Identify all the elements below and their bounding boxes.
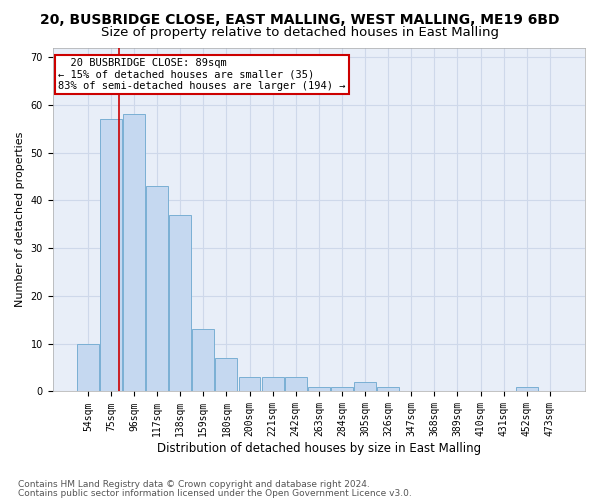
Bar <box>77 344 99 392</box>
Bar <box>100 119 122 392</box>
Bar <box>262 377 284 392</box>
Text: 20 BUSBRIDGE CLOSE: 89sqm  
← 15% of detached houses are smaller (35)
83% of sem: 20 BUSBRIDGE CLOSE: 89sqm ← 15% of detac… <box>58 58 346 91</box>
Bar <box>377 386 399 392</box>
Text: Size of property relative to detached houses in East Malling: Size of property relative to detached ho… <box>101 26 499 39</box>
Bar <box>516 386 538 392</box>
Bar <box>354 382 376 392</box>
Text: 20, BUSBRIDGE CLOSE, EAST MALLING, WEST MALLING, ME19 6BD: 20, BUSBRIDGE CLOSE, EAST MALLING, WEST … <box>40 12 560 26</box>
Y-axis label: Number of detached properties: Number of detached properties <box>15 132 25 307</box>
Bar <box>146 186 168 392</box>
Bar <box>215 358 238 392</box>
Text: Contains public sector information licensed under the Open Government Licence v3: Contains public sector information licen… <box>18 488 412 498</box>
Bar <box>123 114 145 392</box>
Bar <box>285 377 307 392</box>
Bar <box>239 377 260 392</box>
Bar <box>193 330 214 392</box>
Bar <box>169 214 191 392</box>
X-axis label: Distribution of detached houses by size in East Malling: Distribution of detached houses by size … <box>157 442 481 455</box>
Bar <box>308 386 330 392</box>
Bar <box>331 386 353 392</box>
Text: Contains HM Land Registry data © Crown copyright and database right 2024.: Contains HM Land Registry data © Crown c… <box>18 480 370 489</box>
